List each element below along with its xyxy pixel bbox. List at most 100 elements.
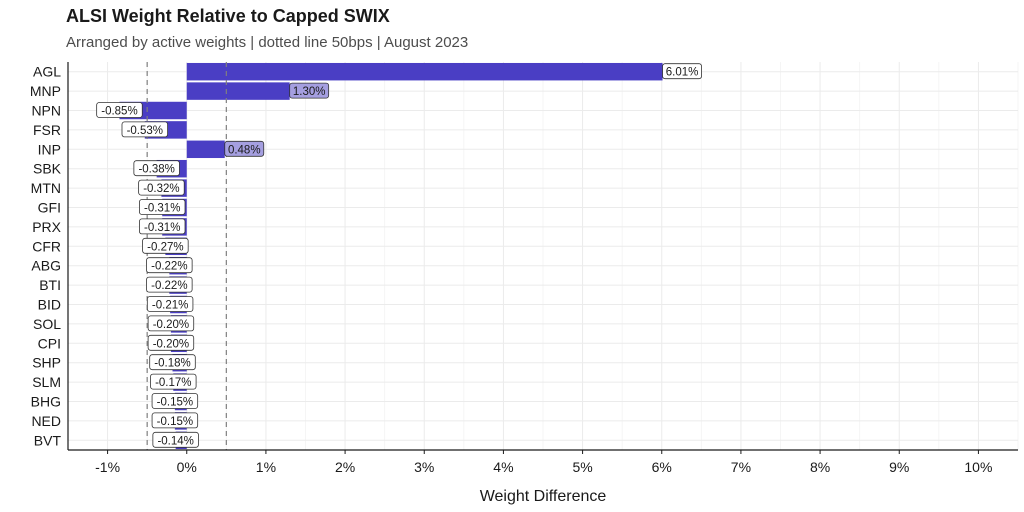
data-label-box xyxy=(138,179,185,196)
data-label-box xyxy=(147,315,195,332)
data-label-inp: 0.48% xyxy=(224,140,265,157)
data-label-text: -0.85% xyxy=(101,106,137,118)
data-label-box xyxy=(96,102,143,118)
gridlines xyxy=(67,62,1019,450)
data-label-bid: -0.21% xyxy=(146,296,194,312)
data-label-text: -0.53% xyxy=(127,125,163,137)
data-label-shp: -0.18% xyxy=(149,354,196,371)
y-tick-label: GFI xyxy=(38,200,61,216)
bar-mnp xyxy=(186,82,290,100)
x-tick-label: 3% xyxy=(414,459,434,475)
data-label-box xyxy=(139,218,186,235)
data-label-text: -0.15% xyxy=(157,416,193,428)
data-label-bvt: -0.14% xyxy=(152,431,199,448)
data-label-text: -0.20% xyxy=(153,319,189,331)
y-tick-label: SBK xyxy=(33,161,62,177)
y-tick-label: ABG xyxy=(31,258,61,274)
x-tick-label: 7% xyxy=(731,459,751,475)
data-label-box xyxy=(146,296,194,312)
data-label-box xyxy=(662,63,702,80)
data-label-text: -0.20% xyxy=(153,338,189,350)
data-label-text: -0.14% xyxy=(157,435,193,447)
data-label-bti: -0.22% xyxy=(146,276,193,293)
data-label-mnp: 1.30% xyxy=(289,82,330,99)
data-label-box xyxy=(147,334,195,351)
data-label-box xyxy=(151,393,199,409)
data-label-bhg: -0.15% xyxy=(151,393,199,409)
x-tick-label: 4% xyxy=(493,459,513,475)
x-tick-label: 6% xyxy=(652,459,672,475)
y-tick-label: MNP xyxy=(30,83,61,99)
y-tick-label: BVT xyxy=(34,432,62,448)
data-label-box xyxy=(150,373,197,390)
y-tick-label: BTI xyxy=(39,277,61,293)
y-tick-label: NPN xyxy=(31,103,61,119)
data-label-sol: -0.20% xyxy=(147,315,195,332)
y-tick-label: PRX xyxy=(32,219,61,235)
data-label-box xyxy=(149,354,196,371)
y-tick-label: FSR xyxy=(33,122,61,138)
y-tick-label: SOL xyxy=(33,316,61,332)
x-tick-label: 10% xyxy=(964,459,992,475)
x-tick-label: 2% xyxy=(335,459,355,475)
y-tick-label: MTN xyxy=(31,180,61,196)
data-label-text: -0.18% xyxy=(154,358,190,370)
data-label-box xyxy=(151,412,199,429)
data-label-text: -0.22% xyxy=(151,261,187,273)
bar-inp xyxy=(186,140,225,159)
y-tick-label: CFR xyxy=(32,238,61,254)
data-label-text: -0.31% xyxy=(144,222,180,234)
x-axis-title: Weight Difference xyxy=(480,488,607,505)
x-tick-label: -1% xyxy=(95,459,120,475)
y-tick-label: SLM xyxy=(32,374,61,390)
data-label-text: -0.27% xyxy=(147,241,183,253)
chart-title: ALSI Weight Relative to Capped SWIX xyxy=(66,6,390,26)
data-label-box xyxy=(289,82,330,99)
data-label-text: -0.32% xyxy=(143,183,179,195)
data-label-text: 0.48% xyxy=(228,144,261,156)
data-label-box xyxy=(146,257,193,274)
data-label-cfr: -0.27% xyxy=(142,237,189,254)
x-tick-label: 1% xyxy=(256,459,276,475)
data-label-text: -0.15% xyxy=(157,397,193,409)
data-label-box xyxy=(146,276,193,293)
data-label-box xyxy=(224,140,265,157)
data-label-text: 1.30% xyxy=(293,86,326,98)
x-tick-label: 8% xyxy=(810,459,830,475)
data-label-box xyxy=(133,160,180,177)
data-label-cpi: -0.20% xyxy=(147,334,195,351)
chart-subtitle: Arranged by active weights | dotted line… xyxy=(66,34,469,51)
data-label-text: -0.31% xyxy=(144,203,180,215)
bars xyxy=(119,62,663,450)
data-label-text: -0.22% xyxy=(151,280,187,292)
bar-agl xyxy=(186,62,663,81)
y-tick-label: INP xyxy=(38,141,61,157)
data-label-prx: -0.31% xyxy=(139,218,186,235)
data-label-agl: 6.01% xyxy=(662,63,702,80)
data-label-npn: -0.85% xyxy=(96,102,143,118)
data-label-text: -0.38% xyxy=(138,164,174,176)
x-tick-label: 9% xyxy=(889,459,909,475)
y-tick-label: BID xyxy=(38,297,61,313)
data-label-gfi: -0.31% xyxy=(139,199,186,215)
y-tick-label: AGL xyxy=(33,64,61,80)
data-label-box xyxy=(139,199,186,215)
data-label-text: -0.17% xyxy=(155,377,191,389)
data-label-ned: -0.15% xyxy=(151,412,199,429)
y-tick-label: NED xyxy=(31,413,61,429)
data-label-abg: -0.22% xyxy=(146,257,193,274)
data-label-text: -0.21% xyxy=(152,300,188,312)
data-labels: 6.01% 1.30% -0.85% -0.53% 0.48% -0.38% -0.32% -… xyxy=(96,63,702,448)
x-tick-label: 5% xyxy=(572,459,592,475)
y-tick-label: CPI xyxy=(38,335,61,351)
y-tick-label: SHP xyxy=(32,355,61,371)
data-label-mtn: -0.32% xyxy=(138,179,185,196)
data-label-slm: -0.17% xyxy=(150,373,197,390)
data-label-box xyxy=(152,431,199,448)
data-label-sbk: -0.38% xyxy=(133,160,180,177)
data-label-box xyxy=(142,237,189,254)
data-label-fsr: -0.53% xyxy=(121,121,168,138)
data-label-text: 6.01% xyxy=(666,67,699,79)
